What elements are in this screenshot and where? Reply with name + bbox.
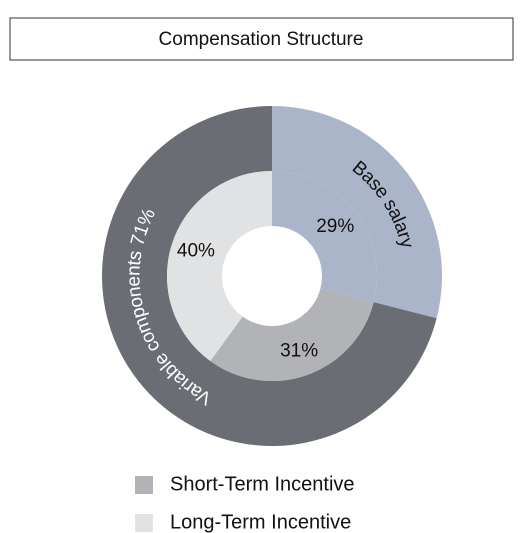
donut-segment <box>272 171 378 303</box>
donut-segment <box>102 106 437 447</box>
legend-label: Long-Term Incentive <box>170 511 351 533</box>
legend-label: Short-Term Incentive <box>170 473 355 495</box>
legend-swatch <box>135 476 153 494</box>
donut-segment <box>272 106 442 319</box>
donut-segment <box>210 288 374 381</box>
data-label: 31% <box>280 340 318 361</box>
chart-title: Compensation Structure <box>159 29 364 50</box>
legend-swatch <box>135 514 153 532</box>
title-box <box>9 17 514 61</box>
donut-segment <box>167 171 272 361</box>
data-label: 29% <box>316 216 354 237</box>
data-label: 40% <box>177 240 215 261</box>
